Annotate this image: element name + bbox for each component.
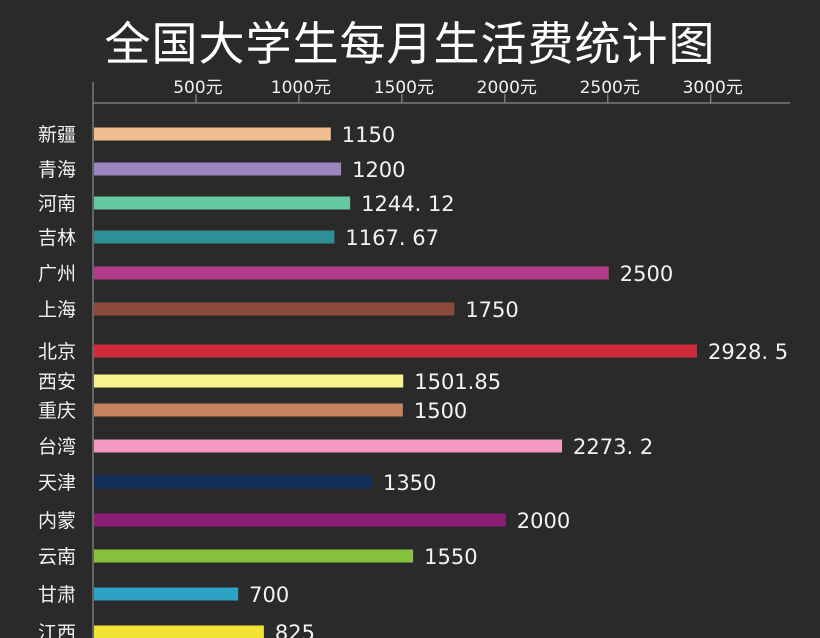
data-label: 1167. 67	[345, 226, 439, 250]
category-label: 青海	[38, 159, 76, 181]
bar	[94, 266, 609, 280]
category-label: 重庆	[38, 400, 76, 422]
category-label: 新疆	[38, 124, 76, 146]
data-label: 1550	[424, 545, 477, 569]
bar	[94, 475, 372, 489]
data-label: 2000	[517, 509, 570, 533]
category-label: 广州	[38, 263, 76, 285]
category-label: 西安	[38, 371, 76, 393]
category-label: 云南	[38, 546, 76, 568]
bar	[94, 344, 697, 358]
bar	[94, 196, 351, 210]
data-label: 1750	[465, 298, 518, 322]
bar	[94, 162, 342, 176]
data-label: 2500	[620, 262, 673, 286]
bar	[94, 302, 455, 316]
bar	[94, 625, 264, 638]
data-label: 1501.85	[414, 370, 501, 394]
bar	[94, 374, 404, 388]
x-tick-label: 2000元	[477, 78, 537, 98]
category-label: 内蒙	[38, 510, 76, 532]
category-label: 吉林	[38, 227, 76, 249]
category-label: 江西	[38, 622, 76, 638]
bar	[94, 439, 563, 453]
data-label: 825	[275, 621, 315, 638]
category-label: 天津	[38, 472, 76, 494]
bar	[94, 127, 331, 141]
data-label: 1200	[352, 158, 405, 182]
x-tick-label: 500元	[173, 78, 222, 98]
chart-title: 全国大学生每月生活费统计图	[104, 17, 716, 71]
data-label: 1244. 12	[361, 192, 455, 216]
data-label: 2273. 2	[573, 435, 653, 459]
x-tick-label: 1500元	[374, 78, 434, 98]
category-label: 甘肃	[38, 584, 76, 606]
bar	[94, 230, 335, 244]
bar	[94, 513, 506, 527]
x-tick-label: 1000元	[271, 78, 331, 98]
category-label: 上海	[38, 299, 76, 321]
bar	[94, 403, 403, 417]
data-label: 700	[249, 583, 289, 607]
data-label: 1150	[342, 123, 395, 147]
data-label: 2928. 5	[708, 340, 788, 364]
bar	[94, 587, 239, 601]
x-tick-label: 3000元	[683, 78, 743, 98]
x-tick-label: 2500元	[580, 78, 640, 98]
category-label: 北京	[38, 341, 76, 363]
category-label: 台湾	[38, 436, 76, 458]
data-label: 1350	[383, 471, 436, 495]
bar	[94, 549, 414, 563]
category-label: 河南	[38, 193, 76, 215]
data-label: 1500	[414, 399, 467, 423]
